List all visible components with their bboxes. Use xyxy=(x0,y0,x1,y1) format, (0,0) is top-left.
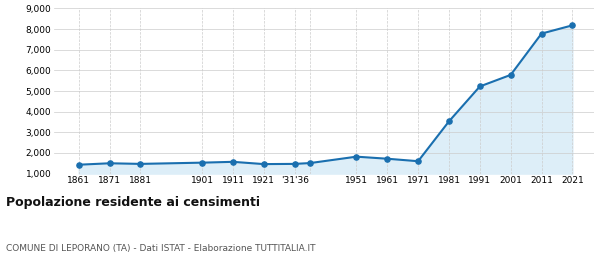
Point xyxy=(568,23,577,27)
Text: Popolazione residente ai censimenti: Popolazione residente ai censimenti xyxy=(6,196,260,209)
Point xyxy=(537,31,547,36)
Point xyxy=(305,161,315,165)
Point xyxy=(352,155,361,159)
Point xyxy=(228,160,238,164)
Point xyxy=(444,119,454,123)
Point xyxy=(506,73,515,77)
Point xyxy=(413,159,423,164)
Point xyxy=(382,157,392,161)
Point xyxy=(290,162,299,166)
Point xyxy=(197,160,207,165)
Point xyxy=(136,162,145,166)
Text: COMUNE DI LEPORANO (TA) - Dati ISTAT - Elaborazione TUTTITALIA.IT: COMUNE DI LEPORANO (TA) - Dati ISTAT - E… xyxy=(6,244,316,253)
Point xyxy=(74,162,83,167)
Point xyxy=(105,161,115,165)
Point xyxy=(259,162,269,166)
Point xyxy=(475,84,485,89)
